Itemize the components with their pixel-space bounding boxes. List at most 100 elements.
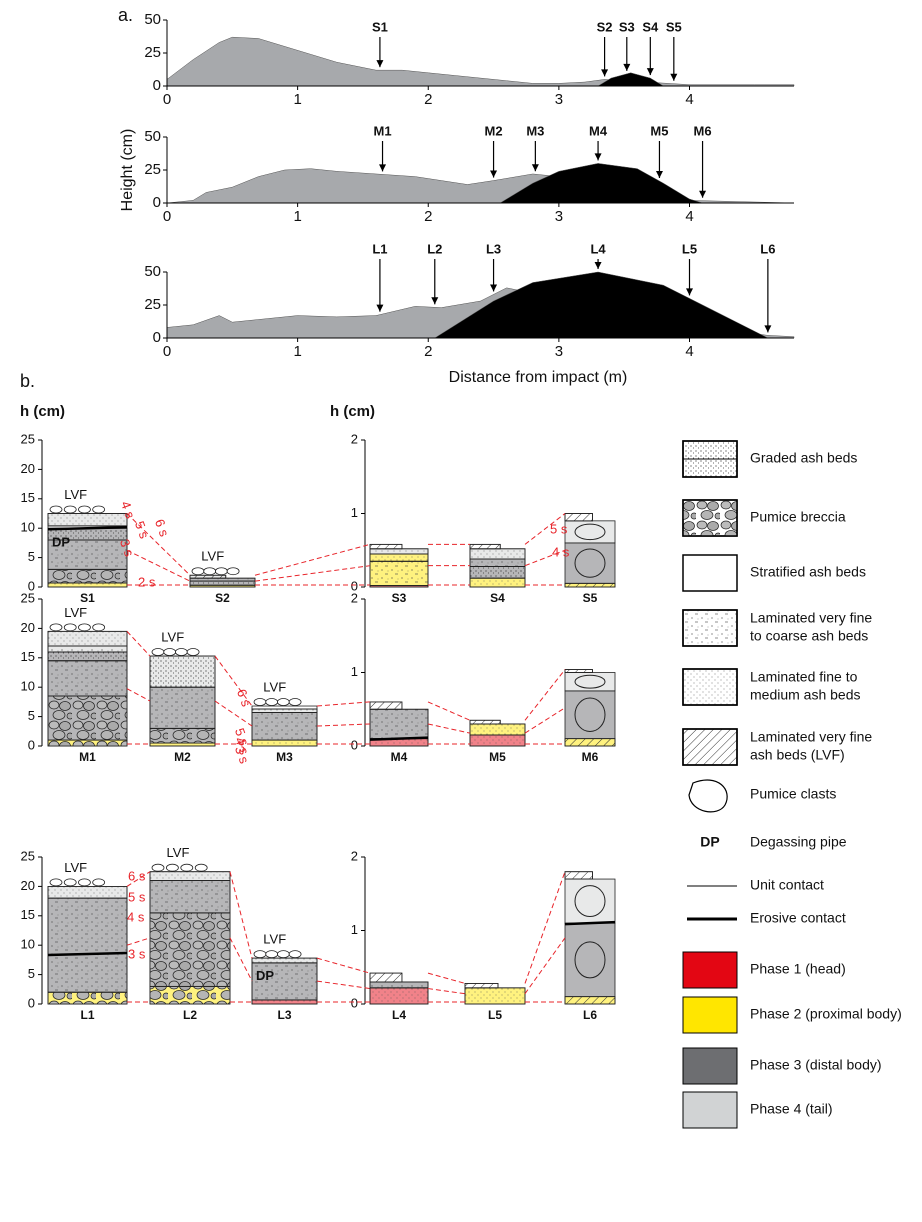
- log-tick-label: 2: [351, 431, 358, 446]
- log-name: M2: [174, 750, 191, 764]
- lvf-clast: [254, 951, 266, 958]
- lvf-clast: [50, 879, 62, 886]
- legend-swatch: [683, 952, 737, 988]
- panel-label: a.: [118, 5, 133, 25]
- log-texture: [150, 728, 215, 743]
- figure: a.0255001234S1S2S3S4S50255001234M1M2M3M4…: [0, 0, 922, 1222]
- lvf-clast: [277, 951, 289, 958]
- annotation-label: S5: [666, 19, 682, 34]
- x-tick-label: 3: [555, 343, 563, 360]
- log-texture: [465, 983, 498, 987]
- log-name: L1: [80, 1008, 94, 1022]
- log-tick-label: 10: [21, 679, 35, 694]
- y-axis-label: Height (cm): [119, 129, 136, 212]
- lvf-clast: [50, 506, 62, 513]
- lvf-clast: [175, 649, 187, 656]
- log-texture: [370, 709, 428, 738]
- legend-texture: [683, 669, 737, 705]
- log-tick-label: 0: [351, 995, 358, 1010]
- x-tick-label: 0: [163, 91, 171, 108]
- log-texture: [48, 886, 127, 898]
- log-axis-label: h (cm): [330, 403, 375, 420]
- x-tick-label: 1: [293, 343, 301, 360]
- log-axis-label: h (cm): [20, 403, 65, 420]
- timing-label: 4 s: [552, 544, 570, 559]
- lvf-label: LVF: [263, 932, 286, 947]
- log-tick-label: 25: [21, 431, 35, 446]
- legend-box: [683, 555, 737, 591]
- lvf-label: LVF: [201, 549, 224, 564]
- correlation-line: [525, 708, 565, 733]
- annotation-label: L2: [427, 241, 442, 256]
- log-texture: [150, 656, 215, 687]
- log-texture: [470, 559, 525, 566]
- log-texture: [48, 898, 127, 992]
- log-texture: [470, 544, 500, 548]
- legend-label: medium ash beds: [750, 687, 861, 703]
- lvf-clast: [266, 699, 278, 706]
- inner-label: DP: [52, 534, 70, 549]
- log-texture: [565, 872, 593, 879]
- legend-label: Stratified ash beds: [750, 564, 866, 580]
- log-tick-label: 10: [21, 520, 35, 535]
- x-tick-label: 1: [293, 208, 301, 225]
- legend-swatch: [683, 1092, 737, 1128]
- log-tick-label: 25: [21, 848, 35, 863]
- log-texture: [470, 566, 525, 578]
- log-name: S4: [490, 591, 505, 605]
- log-texture: [150, 872, 230, 881]
- legend-label: Phase 3 (distal body): [750, 1057, 882, 1073]
- lvf-clast: [254, 699, 266, 706]
- arrow-head: [670, 74, 677, 81]
- log-name: M5: [489, 750, 506, 764]
- y-tick-label: 50: [144, 11, 161, 28]
- log-name: S3: [392, 591, 407, 605]
- lvf-clast: [166, 864, 178, 871]
- log-texture: [470, 724, 525, 735]
- profile-area: [167, 169, 794, 203]
- annotation-label: M5: [650, 123, 668, 138]
- log-tick-label: 5: [28, 708, 35, 723]
- y-tick-label: 25: [144, 161, 161, 178]
- log-texture: [150, 743, 215, 746]
- legend-swatch: [683, 1048, 737, 1084]
- log-texture: [48, 740, 127, 746]
- correlation-line: [317, 958, 370, 973]
- lvf-clast: [64, 506, 76, 513]
- log-texture: [470, 549, 525, 559]
- lvf-clast: [78, 879, 90, 886]
- lvf-clast: [152, 864, 164, 871]
- log-tick-label: 15: [21, 649, 35, 664]
- log-texture: [370, 988, 428, 1004]
- lvf-clast: [164, 649, 176, 656]
- legend-texture: [683, 610, 737, 646]
- legend-label: ash beds (LVF): [750, 747, 845, 763]
- log-texture: [190, 578, 255, 581]
- log-texture: [190, 581, 255, 585]
- correlation-line: [317, 724, 370, 726]
- y-tick-label: 0: [153, 194, 161, 211]
- lvf-label: LVF: [64, 605, 87, 620]
- legend-label: Phase 4 (tail): [750, 1101, 832, 1117]
- lvf-label: LVF: [263, 679, 286, 694]
- correlation-line: [317, 981, 370, 988]
- log-texture: [465, 988, 525, 1004]
- correlation-line: [127, 938, 150, 945]
- log-texture: [252, 709, 317, 713]
- legend-label: Phase 1 (head): [750, 961, 846, 977]
- legend-texture: [683, 500, 737, 536]
- log-texture: [48, 992, 127, 1004]
- lvf-clast: [93, 506, 105, 513]
- arrow-head: [601, 69, 608, 76]
- x-tick-label: 4: [685, 91, 693, 108]
- log-tick-label: 1: [351, 664, 358, 679]
- log-texture: [48, 646, 127, 652]
- annotation-label: L3: [486, 241, 501, 256]
- timing-label: 4 s: [127, 909, 145, 924]
- annotation-label: L6: [760, 241, 775, 256]
- arrow-head: [686, 288, 693, 295]
- log-name: L4: [392, 1008, 406, 1022]
- arrow-head: [490, 284, 497, 291]
- log-tick-label: 15: [21, 490, 35, 505]
- lvf-clast: [64, 624, 76, 631]
